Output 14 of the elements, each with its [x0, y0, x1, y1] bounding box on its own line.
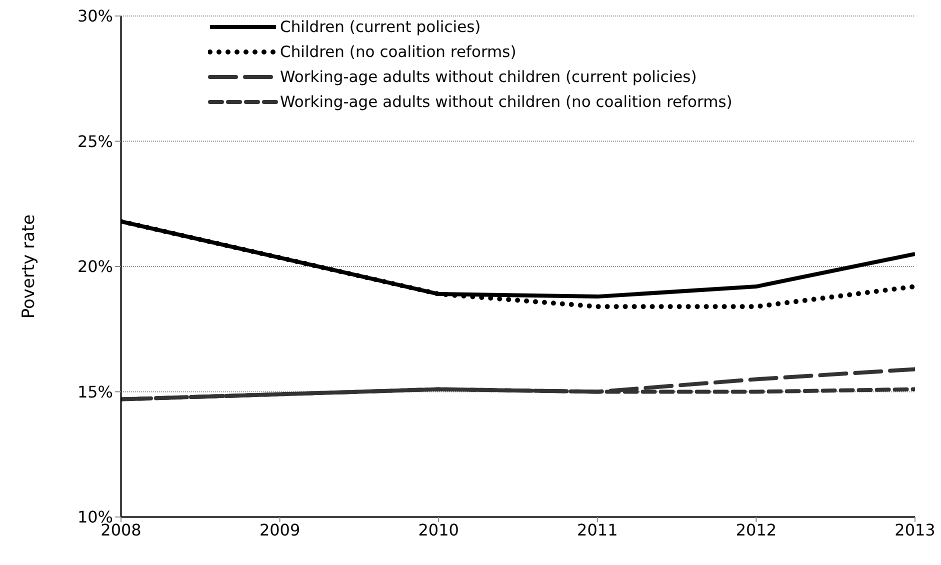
legend-label: Children (current policies): [280, 18, 481, 36]
x-tick-label: 2009: [259, 520, 300, 540]
x-tick-label: 2012: [736, 520, 777, 540]
y-tick-label: 20%: [77, 257, 113, 276]
legend-label: Working-age adults without children (no coalition reforms): [280, 92, 732, 110]
legend-label: Children (no coalition reforms): [280, 42, 516, 60]
y-tick-label: 30%: [77, 6, 113, 26]
x-tick-label: 2011: [577, 520, 618, 540]
x-tick-label: 2013: [894, 520, 936, 540]
x-tick-label: 2010: [418, 520, 459, 540]
y-tick-label: 15%: [77, 382, 113, 402]
y-axis-title: Poverty rate: [19, 214, 40, 319]
y-tick-label: 25%: [77, 132, 113, 151]
legend-label: Working-age adults without children (current policies): [280, 68, 697, 86]
